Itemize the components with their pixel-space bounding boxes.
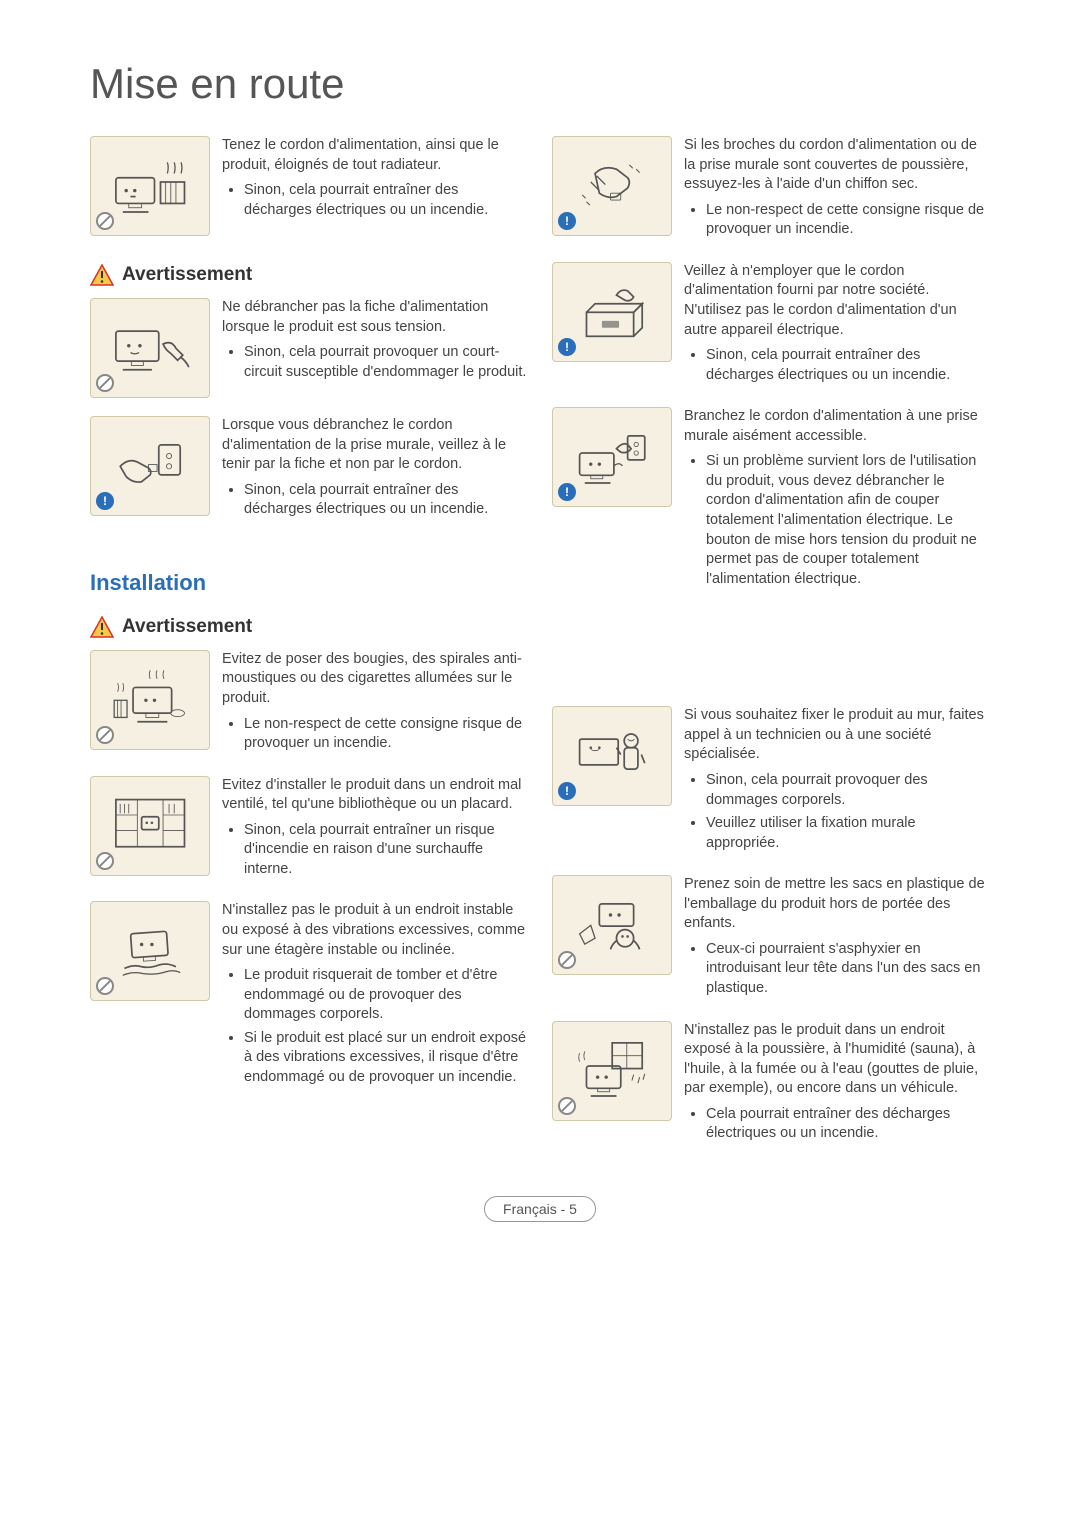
illustration-wall-mount xyxy=(552,706,672,806)
main-text: Branchez le cordon d'alimentation à une … xyxy=(684,407,990,446)
bullet: Sinon, cela pourrait entraîner des décha… xyxy=(244,181,528,220)
illustration-radiator xyxy=(90,136,210,236)
info-icon xyxy=(558,483,576,501)
warning-triangle-icon xyxy=(90,616,114,638)
safety-text: Evitez d'installer le produit dans un en… xyxy=(222,776,528,884)
prohibit-icon xyxy=(96,374,114,392)
warning-label: Avertissement xyxy=(122,616,252,638)
safety-text: N'installez pas le produit à un endroit … xyxy=(222,901,528,1091)
safety-item: N'installez pas le produit dans un endro… xyxy=(552,1021,990,1148)
safety-item: Tenez le cordon d'alimentation, ainsi qu… xyxy=(90,136,528,236)
main-text: Veillez à n'employer que le cordon d'ali… xyxy=(684,262,990,340)
safety-item: N'installez pas le produit à un endroit … xyxy=(90,901,528,1091)
safety-item: Veillez à n'employer que le cordon d'ali… xyxy=(552,262,990,389)
bullet: Sinon, cela pourrait entraîner des décha… xyxy=(244,481,528,520)
illustration-hold-plug xyxy=(90,416,210,516)
illustration-plastic-bag xyxy=(552,875,672,975)
prohibit-icon xyxy=(96,852,114,870)
illustration-wipe-plug xyxy=(552,136,672,236)
bullet: Veuillez utiliser la fixation murale app… xyxy=(706,814,990,853)
info-icon xyxy=(558,782,576,800)
main-text: Evitez d'installer le produit dans un en… xyxy=(222,776,528,815)
warning-header: Avertissement xyxy=(90,264,528,286)
safety-text: Lorsque vous débranchez le cordon d'alim… xyxy=(222,416,528,524)
main-text: Ne débrancher pas la fiche d'alimentatio… xyxy=(222,298,528,337)
main-text: Prenez soin de mettre les sacs en plasti… xyxy=(684,875,990,934)
info-icon xyxy=(558,338,576,356)
section-title-installation: Installation xyxy=(90,570,528,596)
bullet: Le non-respect de cette consigne risque … xyxy=(706,201,990,240)
bullet: Sinon, cela pourrait provoquer des domma… xyxy=(706,771,990,810)
info-icon xyxy=(96,492,114,510)
safety-item: Lorsque vous débranchez le cordon d'alim… xyxy=(90,416,528,524)
illustration-unstable xyxy=(90,901,210,1001)
prohibit-icon xyxy=(558,1097,576,1115)
bullet: Le produit risquerait de tomber et d'êtr… xyxy=(244,966,528,1025)
spacer xyxy=(552,611,990,706)
bullet: Sinon, cela pourrait provoquer un court-… xyxy=(244,343,528,382)
illustration-bookshelf xyxy=(90,776,210,876)
info-icon xyxy=(558,212,576,230)
safety-item: Prenez soin de mettre les sacs en plasti… xyxy=(552,875,990,1002)
prohibit-icon xyxy=(96,212,114,230)
prohibit-icon xyxy=(96,977,114,995)
main-text: Evitez de poser des bougies, des spirale… xyxy=(222,650,528,709)
safety-text: Veillez à n'employer que le cordon d'ali… xyxy=(684,262,990,389)
safety-item: Branchez le cordon d'alimentation à une … xyxy=(552,407,990,593)
safety-item: Evitez de poser des bougies, des spirale… xyxy=(90,650,528,758)
safety-item: Ne débrancher pas la fiche d'alimentatio… xyxy=(90,298,528,398)
bullet: Le non-respect de cette consigne risque … xyxy=(244,715,528,754)
bullet: Sinon, cela pourrait entraîner des décha… xyxy=(706,346,990,385)
prohibit-icon xyxy=(96,726,114,744)
right-column: Si les broches du cordon d'alimentation … xyxy=(552,136,990,1166)
warning-triangle-icon xyxy=(90,264,114,286)
illustration-candles xyxy=(90,650,210,750)
left-column: Tenez le cordon d'alimentation, ainsi qu… xyxy=(90,136,528,1166)
bullet: Si le produit est placé sur un endroit e… xyxy=(244,1029,528,1088)
bullet: Cela pourrait entraîner des décharges él… xyxy=(706,1105,990,1144)
safety-text: Ne débrancher pas la fiche d'alimentatio… xyxy=(222,298,528,398)
warning-header: Avertissement xyxy=(90,616,528,638)
page-title: Mise en route xyxy=(90,60,990,108)
bullet: Ceux-ci pourraient s'asphyxier en introd… xyxy=(706,940,990,999)
main-text: N'installez pas le produit à un endroit … xyxy=(222,901,528,960)
content-columns: Tenez le cordon d'alimentation, ainsi qu… xyxy=(90,136,990,1166)
safety-text: Branchez le cordon d'alimentation à une … xyxy=(684,407,990,593)
bullet: Sinon, cela pourrait entraîner un risque… xyxy=(244,821,528,880)
safety-text: Evitez de poser des bougies, des spirale… xyxy=(222,650,528,758)
safety-text: N'installez pas le produit dans un endro… xyxy=(684,1021,990,1148)
main-text: Tenez le cordon d'alimentation, ainsi qu… xyxy=(222,136,528,175)
safety-text: Si vous souhaitez fixer le produit au mu… xyxy=(684,706,990,857)
illustration-accessible-outlet xyxy=(552,407,672,507)
safety-text: Tenez le cordon d'alimentation, ainsi qu… xyxy=(222,136,528,236)
main-text: Lorsque vous débranchez le cordon d'alim… xyxy=(222,416,528,475)
warning-label: Avertissement xyxy=(122,264,252,286)
safety-item: Si les broches du cordon d'alimentation … xyxy=(552,136,990,244)
illustration-original-cord xyxy=(552,262,672,362)
main-text: Si les broches du cordon d'alimentation … xyxy=(684,136,990,195)
safety-text: Prenez soin de mettre les sacs en plasti… xyxy=(684,875,990,1002)
bullet: Si un problème survient lors de l'utilis… xyxy=(706,452,990,589)
page-number: Français - 5 xyxy=(484,1196,596,1222)
main-text: N'installez pas le produit dans un endro… xyxy=(684,1021,990,1099)
illustration-humidity xyxy=(552,1021,672,1121)
illustration-unplug-on xyxy=(90,298,210,398)
safety-item: Si vous souhaitez fixer le produit au mu… xyxy=(552,706,990,857)
page-footer: Français - 5 xyxy=(90,1196,990,1222)
main-text: Si vous souhaitez fixer le produit au mu… xyxy=(684,706,990,765)
prohibit-icon xyxy=(558,951,576,969)
safety-item: Evitez d'installer le produit dans un en… xyxy=(90,776,528,884)
safety-text: Si les broches du cordon d'alimentation … xyxy=(684,136,990,244)
